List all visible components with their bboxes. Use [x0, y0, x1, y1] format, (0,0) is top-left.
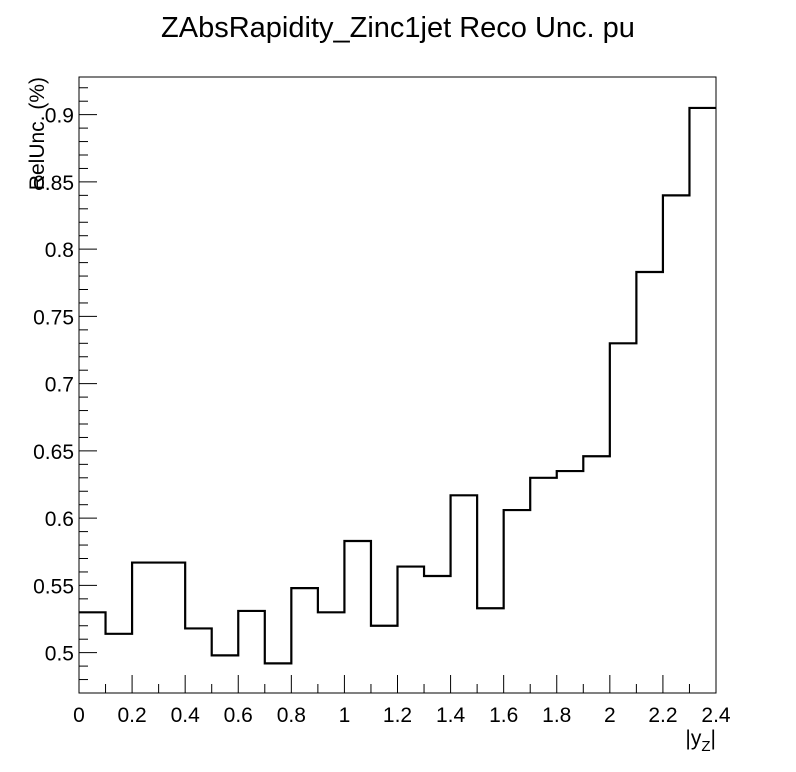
x-axis-label: |yZ| [685, 727, 716, 755]
x-tick-label: 1.2 [383, 704, 412, 727]
x-tick-label: 2.2 [648, 704, 677, 727]
y-tick-label: 0.65 [33, 441, 74, 464]
x-tick-label: 0.4 [171, 704, 201, 727]
y-tick-label: 0.55 [33, 575, 74, 598]
x-tick-label: 0.6 [224, 704, 253, 727]
x-tick-label: 0.8 [277, 704, 306, 727]
y-tick-label: 0.8 [45, 239, 74, 262]
y-tick-label: 0.7 [45, 374, 74, 397]
x-tick-label: 1.4 [436, 704, 466, 727]
x-tick-label: 1.6 [489, 704, 518, 727]
x-tick-label: 1.8 [542, 704, 571, 727]
x-tick-label: 2.4 [701, 704, 731, 727]
y-axis-label: RelUnc. (%) [26, 77, 49, 190]
histogram-step-line [79, 106, 716, 665]
y-tick-label: 0.9 [45, 105, 74, 128]
y-tick-label: 0.75 [33, 306, 74, 329]
y-tick-label: 0.6 [45, 508, 74, 531]
x-tick-label: 1 [339, 704, 351, 727]
x-tick-label: 2 [604, 704, 616, 727]
chart-title: ZAbsRapidity_Zinc1jet Reco Unc. pu [161, 12, 635, 44]
x-tick-label: 0 [73, 704, 85, 727]
y-tick-label: 0.5 [45, 643, 74, 666]
x-tick-label: 0.2 [117, 704, 146, 727]
y-tick-label: 0.85 [33, 172, 74, 195]
